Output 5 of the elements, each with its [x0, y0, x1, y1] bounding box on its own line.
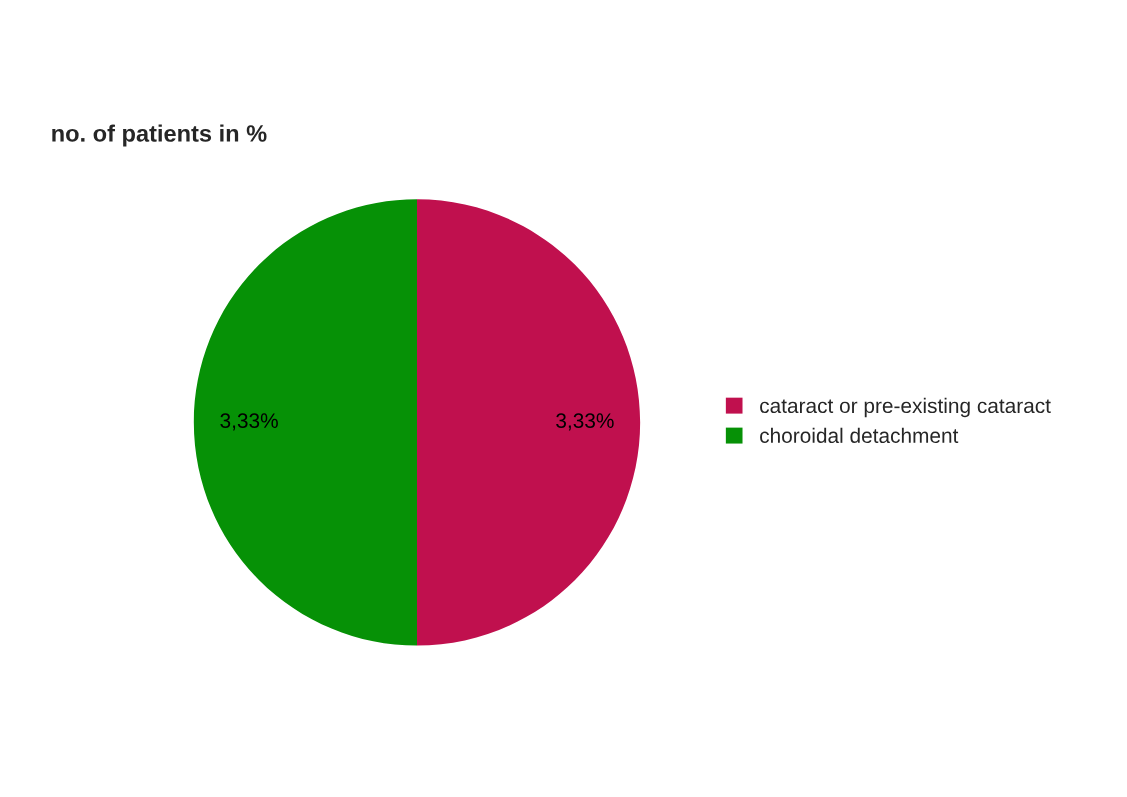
chart-title: no. of patients in %: [52, 124, 267, 147]
legend-label: cataract or pre-existing cataract: [760, 397, 1051, 418]
legend-label: choroidal detachment: [760, 427, 959, 444]
data-label: 3,33%: [220, 413, 278, 431]
data-label: 3,33%: [556, 413, 614, 431]
